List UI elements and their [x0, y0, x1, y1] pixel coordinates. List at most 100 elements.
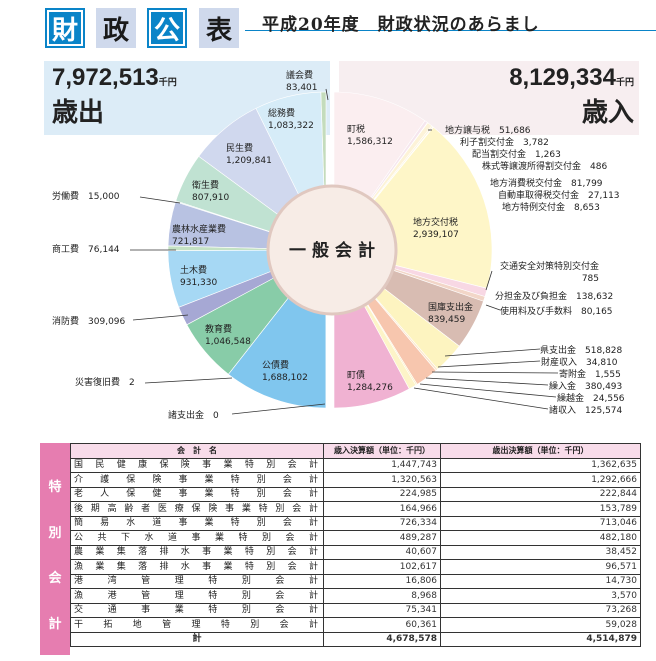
slice-value: 15,000	[88, 192, 120, 202]
slice-name: 労働費	[52, 192, 80, 202]
account-name: 国民健康保険事業特別会計	[70, 457, 324, 473]
slice-label: 総務費 1,083,322	[268, 108, 314, 132]
table-row: 干拓地管理特別会計 60,361 59,028	[70, 617, 641, 633]
header-expenditure: 歳出決算額（単位：千円）	[440, 443, 641, 459]
center-label: 一般会計	[289, 241, 381, 261]
revenue-amount: 60,361	[323, 617, 441, 633]
expenditure-amount: 59,028	[440, 617, 641, 633]
revenue-amount: 8,968	[323, 588, 441, 604]
account-name: 交通事業特別会計	[70, 602, 324, 618]
slice-value: 785	[581, 274, 600, 284]
slice-label: 民生費 1,209,841	[226, 143, 272, 167]
slice-value: 24,556	[593, 394, 625, 404]
slice-name: 財産収入	[541, 358, 578, 368]
slice-label: 使用料及び手数料 80,165	[500, 306, 613, 318]
expenditure-amount: 1,362,635	[440, 457, 641, 473]
expenditure-amount: 1,292,666	[440, 472, 641, 488]
slice-value: 0	[213, 411, 219, 421]
slice-name: 地方譲与税	[445, 126, 491, 136]
slice-name: 株式等譲渡所得割交付金	[482, 162, 582, 172]
slice-label: 公債費 1,688,102	[262, 360, 308, 384]
slice-label: 議会費 83,401	[286, 70, 318, 94]
revenue-amount: 726,334	[323, 515, 441, 531]
slice-value: 8,653	[574, 203, 600, 213]
side-char: 計	[48, 616, 62, 632]
side-char: 会	[48, 571, 62, 587]
slice-value: 1,046,548	[205, 337, 251, 347]
slice-name: 利子割交付金	[460, 138, 515, 148]
slice-label: 繰越金 24,556	[557, 393, 625, 405]
table-row: 漁港管理特別会計 8,968 3,570	[70, 588, 641, 604]
revenue-total-value: 8,129,334	[509, 64, 616, 91]
revenue-amount: 75,341	[323, 602, 441, 618]
table-total-row: 計 4,678,578 4,514,879	[70, 631, 641, 647]
slice-label: 県支出金 518,828	[540, 345, 622, 357]
slice-name: 寄附金	[559, 370, 587, 380]
slice-name: 交通安全対策特別交付金	[500, 262, 600, 272]
slice-label: 農林水産業費 721,817	[172, 224, 226, 248]
slice-label: 教育費 1,046,548	[205, 324, 251, 348]
leader-line	[144, 377, 233, 384]
account-name: 港湾管理特別会計	[70, 573, 324, 589]
leader-line	[485, 270, 493, 291]
slice-value: 1,555	[595, 370, 621, 380]
slice-value: 27,113	[588, 191, 620, 201]
slice-label: 土木費 931,330	[180, 265, 217, 289]
slice-value: 1,263	[535, 150, 561, 160]
revenue-amount: 40,607	[323, 544, 441, 560]
slice-value: 81,799	[571, 179, 603, 189]
leader-line	[444, 348, 541, 357]
slice-name: 衛生費	[192, 181, 220, 191]
slice-value: 1,284,276	[347, 383, 393, 393]
side-char: 特	[48, 480, 62, 496]
total-revenue: 4,678,578	[323, 631, 441, 647]
account-name: 漁港管理特別会計	[70, 588, 324, 604]
slice-label: 地方消費税交付金 81,799	[490, 178, 603, 190]
slice-name: 教育費	[205, 325, 233, 335]
special-accounts-table: 会 計 名 歳入決算額（単位：千円） 歳出決算額（単位：千円） 国民健康保険事業…	[70, 443, 641, 647]
slice-label: 国庫支出金 839,459	[428, 302, 473, 326]
slice-name: 民生費	[226, 144, 254, 154]
table-row: 漁業集落排水事業特別会計 102,617 96,571	[70, 559, 641, 575]
slice-value: 518,828	[585, 346, 623, 356]
expenditure-amount: 38,452	[440, 544, 641, 560]
leader-line	[132, 314, 189, 321]
slice-label: 地方譲与税 51,686	[445, 125, 531, 137]
side-char: 別	[48, 525, 62, 541]
leader-line	[139, 196, 181, 204]
slice-name: 県支出金	[540, 346, 577, 356]
expenditure-amount: 713,046	[440, 515, 641, 531]
revenue-amount: 1,320,563	[323, 472, 441, 488]
expenditure-total-value: 7,972,513	[52, 64, 159, 91]
slice-label: 消防費 309,096	[52, 316, 125, 328]
slice-value: 486	[590, 162, 608, 172]
slice-label: 自動車取得税交付金 27,113	[498, 190, 620, 202]
slice-name: 配当割交付金	[472, 150, 527, 160]
slice-name: 災害復旧費	[75, 378, 121, 388]
slice-value: 1,586,312	[347, 137, 393, 147]
slice-label: 商工費 76,144	[52, 244, 120, 256]
slice-label: 地方特例交付金 8,653	[502, 202, 600, 214]
slice-value: 138,632	[576, 292, 614, 302]
slice-name: 農林水産業費	[172, 225, 227, 235]
slice-value: 1,209,841	[226, 156, 272, 166]
slice-value: 83,401	[286, 83, 318, 93]
slice-name: 繰越金	[557, 394, 585, 404]
account-name: 公共下水道事業特別会計	[70, 530, 324, 546]
revenue-amount: 224,985	[323, 486, 441, 502]
center-circle	[266, 184, 398, 316]
header-account-name: 会 計 名	[70, 443, 324, 459]
account-name: 後期高齢者医療保険事業特別会計	[70, 501, 324, 517]
table-row: 国民健康保険事業特別会計 1,447,743 1,362,635	[70, 457, 641, 473]
slice-label: 災害復旧費 2	[75, 377, 135, 389]
expenditure-amount: 153,789	[440, 501, 641, 517]
table-row: 老人保健事業特別会計 224,985 222,844	[70, 486, 641, 502]
leader-line	[413, 387, 549, 410]
revenue-amount: 16,806	[323, 573, 441, 589]
account-name: 農業集落排水事業特別会計	[70, 544, 324, 560]
slice-label: 地方交付税 2,939,107	[413, 217, 459, 241]
slice-name: 地方消費税交付金	[490, 179, 563, 189]
title-tile-1: 財	[45, 8, 85, 48]
slice-label: 交通安全対策特別交付金 785	[500, 261, 599, 285]
slice-value: 76,144	[88, 245, 120, 255]
